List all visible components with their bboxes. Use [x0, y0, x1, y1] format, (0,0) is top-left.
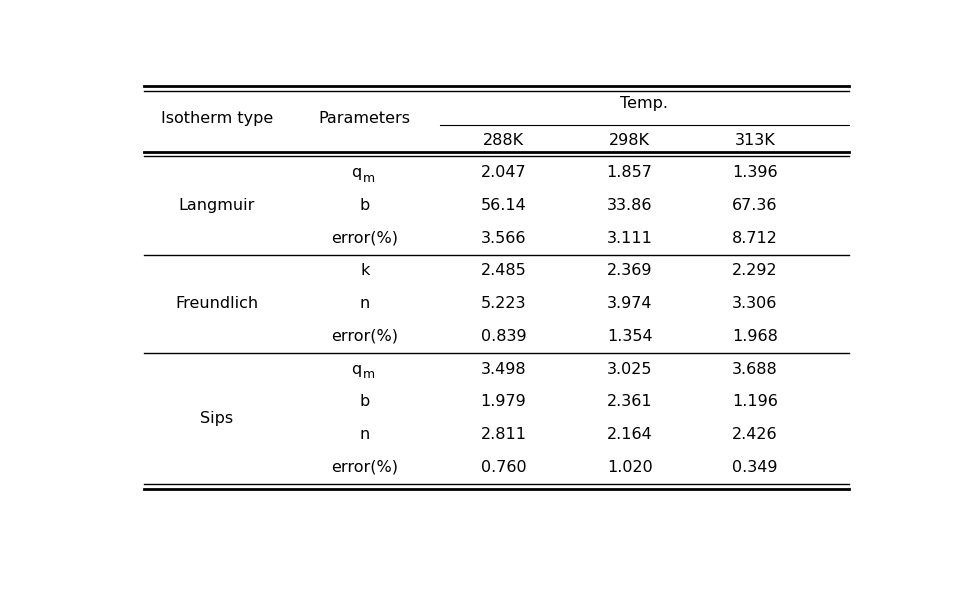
- Text: error(%): error(%): [331, 329, 398, 344]
- Text: 0.760: 0.760: [481, 460, 527, 475]
- Text: Sips: Sips: [200, 411, 233, 426]
- Text: Langmuir: Langmuir: [179, 198, 256, 213]
- Text: 33.86: 33.86: [607, 198, 652, 213]
- Text: 5.223: 5.223: [481, 296, 527, 311]
- Text: error(%): error(%): [331, 460, 398, 475]
- Text: 2.811: 2.811: [480, 427, 527, 442]
- Text: 2.361: 2.361: [607, 394, 652, 409]
- Text: q: q: [350, 362, 361, 377]
- Text: 3.306: 3.306: [732, 296, 777, 311]
- Text: 298K: 298K: [609, 133, 650, 148]
- Text: n: n: [360, 427, 370, 442]
- Text: 0.349: 0.349: [732, 460, 777, 475]
- Text: 2.426: 2.426: [732, 427, 777, 442]
- Text: q: q: [350, 165, 361, 180]
- Text: error(%): error(%): [331, 231, 398, 246]
- Text: 8.712: 8.712: [732, 231, 778, 246]
- Text: 313K: 313K: [735, 133, 775, 148]
- Text: 1.354: 1.354: [607, 329, 652, 344]
- Text: 3.025: 3.025: [607, 362, 652, 377]
- Text: 3.688: 3.688: [732, 362, 778, 377]
- Text: b: b: [360, 198, 370, 213]
- Text: m: m: [363, 368, 375, 381]
- Text: 56.14: 56.14: [481, 198, 527, 213]
- Text: Isotherm type: Isotherm type: [161, 111, 273, 126]
- Text: 3.111: 3.111: [607, 231, 652, 246]
- Text: 1.968: 1.968: [732, 329, 778, 344]
- Text: 1.979: 1.979: [481, 394, 527, 409]
- Text: b: b: [360, 394, 370, 409]
- Text: 2.369: 2.369: [607, 264, 652, 279]
- Text: 1.020: 1.020: [607, 460, 652, 475]
- Text: 1.196: 1.196: [732, 394, 778, 409]
- Text: n: n: [360, 296, 370, 311]
- Text: 0.839: 0.839: [481, 329, 527, 344]
- Text: Parameters: Parameters: [318, 111, 410, 126]
- Text: Freundlich: Freundlich: [175, 296, 258, 311]
- Text: 1.396: 1.396: [732, 165, 777, 180]
- Text: 2.047: 2.047: [481, 165, 527, 180]
- Text: 288K: 288K: [483, 133, 524, 148]
- Text: 3.974: 3.974: [607, 296, 652, 311]
- Text: 3.498: 3.498: [481, 362, 527, 377]
- Text: k: k: [360, 264, 370, 279]
- Text: 3.566: 3.566: [481, 231, 527, 246]
- Text: Temp.: Temp.: [620, 95, 668, 110]
- Text: 2.485: 2.485: [481, 264, 527, 279]
- Text: 1.857: 1.857: [607, 165, 652, 180]
- Text: 2.164: 2.164: [607, 427, 652, 442]
- Text: 67.36: 67.36: [732, 198, 777, 213]
- Text: 2.292: 2.292: [732, 264, 777, 279]
- Text: m: m: [363, 172, 375, 184]
